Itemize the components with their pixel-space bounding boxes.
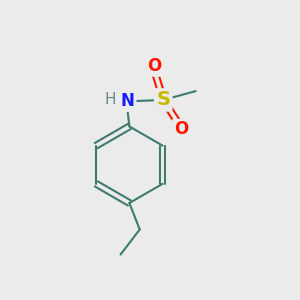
Text: O: O <box>174 120 188 138</box>
Text: N: N <box>121 92 135 110</box>
Text: O: O <box>147 57 161 75</box>
Text: H: H <box>104 92 116 107</box>
Text: S: S <box>156 90 170 110</box>
